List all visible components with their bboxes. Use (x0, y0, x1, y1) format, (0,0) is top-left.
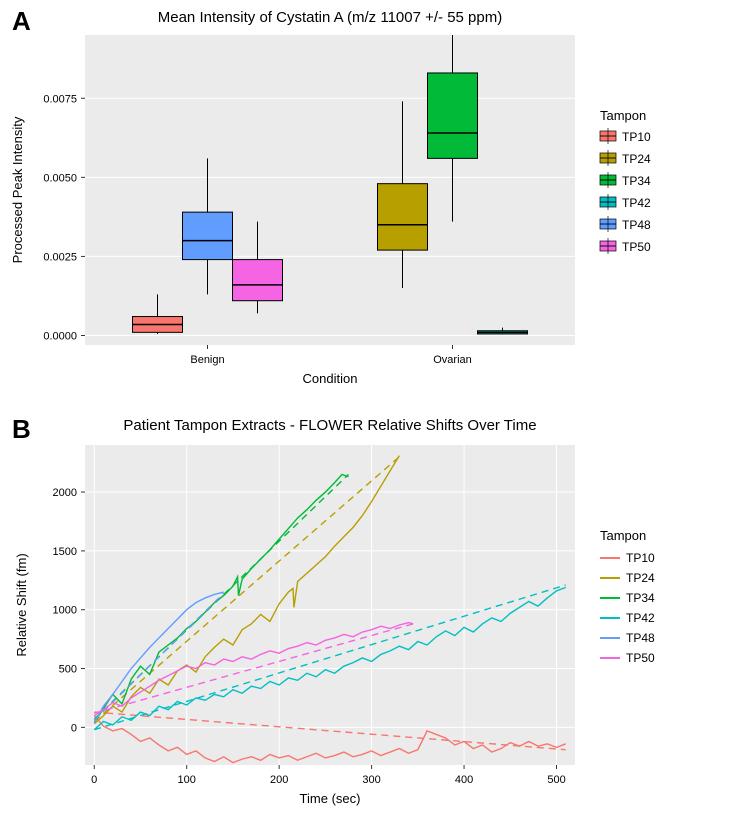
panel-a-legend-title: Tampon (600, 108, 646, 123)
panel-b-xlabel: Time (sec) (300, 791, 361, 806)
panel-b-ylabel: Relative Shift (fm) (14, 553, 29, 656)
x-tick-label: 100 (178, 774, 196, 786)
panel-a-label: A (12, 6, 31, 36)
panel-b-title: Patient Tampon Extracts - FLOWER Relativ… (123, 417, 536, 434)
boxplot-box (428, 73, 478, 158)
x-tick-label: 200 (270, 774, 288, 786)
x-tick-label: 300 (362, 774, 380, 786)
legend-label: TP48 (626, 631, 655, 645)
legend-label: TP50 (622, 240, 651, 254)
y-tick-label: 2000 (53, 487, 77, 499)
y-tick-label: 0.0000 (43, 331, 77, 343)
legend-label: TP10 (622, 130, 651, 144)
panel-a-title: Mean Intensity of Cystatin A (m/z 11007 … (158, 9, 502, 26)
legend-label: TP10 (626, 551, 655, 565)
y-tick-label: 500 (59, 664, 77, 676)
x-tick-label: 500 (547, 774, 565, 786)
legend-label: TP24 (626, 571, 655, 585)
panel-b-label: B (12, 414, 31, 444)
y-tick-label: 0.0050 (43, 172, 77, 184)
legend-label: TP34 (626, 591, 655, 605)
y-tick-label: 0 (71, 722, 77, 734)
y-tick-label: 1500 (53, 546, 77, 558)
x-tick-label: Ovarian (433, 354, 472, 366)
boxplot-box (183, 212, 233, 259)
legend-label: TP42 (622, 196, 651, 210)
x-tick-label: 0 (91, 774, 97, 786)
legend-label: TP42 (626, 611, 655, 625)
y-tick-label: 0.0025 (43, 251, 77, 263)
boxplot-box (233, 260, 283, 301)
y-tick-label: 1000 (53, 605, 77, 617)
panel-a-bg (85, 35, 575, 345)
legend-label: TP48 (622, 218, 651, 232)
y-tick-label: 0.0075 (43, 93, 77, 105)
legend-label: TP24 (622, 152, 651, 166)
x-tick-label: 400 (455, 774, 473, 786)
legend-label: TP34 (622, 174, 651, 188)
panel-a-xlabel: Condition (303, 371, 358, 386)
panel-b-legend-title: Tampon (600, 528, 646, 543)
boxplot-box (378, 184, 428, 250)
legend-label: TP50 (626, 651, 655, 665)
x-tick-label: Benign (190, 354, 224, 366)
panel-a-ylabel: Processed Peak Intensity (10, 116, 25, 263)
